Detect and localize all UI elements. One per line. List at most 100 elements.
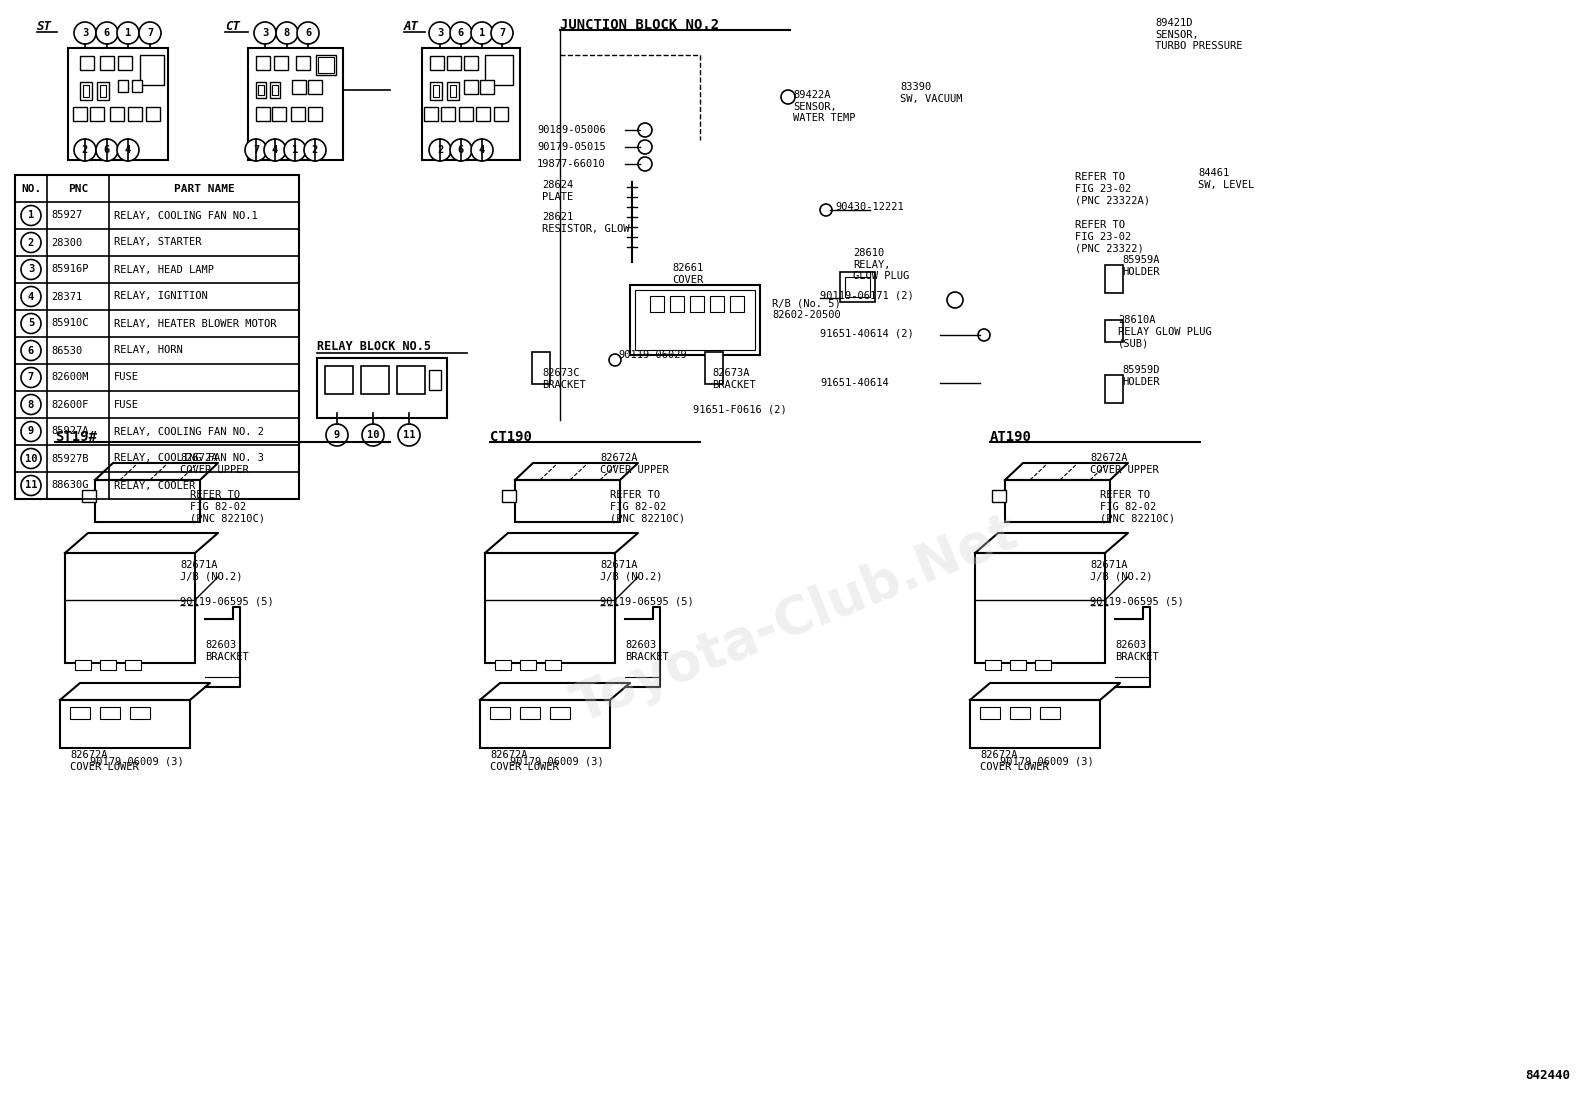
Bar xyxy=(458,107,473,121)
Text: 7: 7 xyxy=(146,27,153,38)
Circle shape xyxy=(326,424,349,446)
Text: 85910C: 85910C xyxy=(51,319,89,329)
Text: 82672A
COVER LOWER: 82672A COVER LOWER xyxy=(70,750,139,771)
Text: 7: 7 xyxy=(29,373,33,382)
Text: 89422A
SENSOR,
WATER TEMP: 89422A SENSOR, WATER TEMP xyxy=(793,90,855,123)
Bar xyxy=(68,48,169,160)
Bar xyxy=(532,352,549,384)
Bar xyxy=(296,56,310,70)
Text: 7: 7 xyxy=(498,27,505,38)
Bar xyxy=(272,85,279,95)
Circle shape xyxy=(21,448,41,468)
Text: 3: 3 xyxy=(81,27,88,38)
Text: Toyota-Club.Net: Toyota-Club.Net xyxy=(565,507,1027,733)
Text: 82672A
COVER UPPER: 82672A COVER UPPER xyxy=(180,453,248,475)
Text: 91651-F0616 (2): 91651-F0616 (2) xyxy=(693,406,786,415)
Text: 82672A
COVER UPPER: 82672A COVER UPPER xyxy=(600,453,669,475)
Text: 82672A
COVER UPPER: 82672A COVER UPPER xyxy=(1091,453,1159,475)
Bar xyxy=(992,490,1006,502)
Bar xyxy=(981,707,1000,719)
Text: 85927B: 85927B xyxy=(51,454,89,464)
Text: 10: 10 xyxy=(366,430,379,440)
Text: 86530: 86530 xyxy=(51,345,83,355)
Bar xyxy=(80,82,92,100)
Bar xyxy=(422,48,521,160)
Text: 90119-06595 (5): 90119-06595 (5) xyxy=(180,597,274,607)
Text: 82672A
COVER LOWER: 82672A COVER LOWER xyxy=(981,750,1049,771)
Bar xyxy=(1009,660,1025,670)
Text: 91651-40614: 91651-40614 xyxy=(820,378,888,388)
Text: 4: 4 xyxy=(479,145,486,155)
Bar xyxy=(481,700,610,748)
Text: 85927A: 85927A xyxy=(51,426,89,436)
Text: 91651-40614 (2): 91651-40614 (2) xyxy=(820,328,914,338)
Text: 5: 5 xyxy=(29,319,33,329)
Text: 6: 6 xyxy=(458,145,465,155)
Bar xyxy=(146,107,161,121)
Text: 28621
RESISTOR, GLOW: 28621 RESISTOR, GLOW xyxy=(541,212,629,234)
Text: 90179-06009 (3): 90179-06009 (3) xyxy=(509,757,603,767)
Circle shape xyxy=(398,424,420,446)
Bar xyxy=(430,82,443,100)
Text: REFER TO
FIG 23-02
(PNC 23322): REFER TO FIG 23-02 (PNC 23322) xyxy=(1075,220,1143,253)
Text: 4: 4 xyxy=(272,145,279,155)
Text: ST: ST xyxy=(37,20,53,33)
Text: FUSE: FUSE xyxy=(115,373,139,382)
Text: 2: 2 xyxy=(29,237,33,247)
Bar xyxy=(248,48,342,160)
Text: CT: CT xyxy=(224,20,240,33)
Bar xyxy=(317,358,447,418)
Text: 19877-66010: 19877-66010 xyxy=(537,159,605,169)
Bar xyxy=(447,56,462,70)
Bar xyxy=(841,271,876,302)
Bar xyxy=(291,107,306,121)
Text: 90430-12221: 90430-12221 xyxy=(834,202,904,212)
Text: PNC: PNC xyxy=(68,184,88,193)
Bar xyxy=(315,55,336,75)
Circle shape xyxy=(21,476,41,496)
Bar xyxy=(318,57,334,73)
Bar xyxy=(1035,660,1051,670)
Circle shape xyxy=(21,233,41,253)
Bar xyxy=(423,107,438,121)
Text: 85916P: 85916P xyxy=(51,265,89,275)
Bar xyxy=(490,707,509,719)
Bar xyxy=(731,296,743,312)
Bar xyxy=(974,553,1105,663)
Text: 1: 1 xyxy=(29,211,33,221)
Circle shape xyxy=(275,22,298,44)
Bar xyxy=(100,56,115,70)
Text: RELAY, COOLING FAN NO.1: RELAY, COOLING FAN NO.1 xyxy=(115,211,258,221)
Text: RELAY BLOCK NO.5: RELAY BLOCK NO.5 xyxy=(317,340,431,353)
Bar xyxy=(307,80,322,95)
Bar xyxy=(126,660,142,670)
Circle shape xyxy=(96,138,118,160)
Bar xyxy=(486,553,615,663)
Circle shape xyxy=(428,22,451,44)
Bar xyxy=(705,352,723,384)
Text: RELAY, STARTER: RELAY, STARTER xyxy=(115,237,202,247)
Bar xyxy=(549,707,570,719)
Text: 82671A
J/B (NO.2): 82671A J/B (NO.2) xyxy=(1091,560,1153,581)
Bar xyxy=(291,80,306,95)
Text: NO.: NO. xyxy=(21,184,41,193)
Circle shape xyxy=(471,138,494,160)
Bar xyxy=(91,107,103,121)
Circle shape xyxy=(820,204,833,217)
Text: 9: 9 xyxy=(334,430,341,440)
Text: RELAY, HEAD LAMP: RELAY, HEAD LAMP xyxy=(115,265,213,275)
Text: 89421D
SENSOR,
TURBO PRESSURE: 89421D SENSOR, TURBO PRESSURE xyxy=(1156,18,1242,52)
Text: 90189-05006: 90189-05006 xyxy=(537,125,605,135)
Bar xyxy=(100,660,116,670)
Text: 88630G: 88630G xyxy=(51,480,89,490)
Text: CT190: CT190 xyxy=(490,430,532,444)
Circle shape xyxy=(638,123,653,137)
Bar xyxy=(481,80,494,95)
Text: 4: 4 xyxy=(29,291,33,301)
Bar xyxy=(630,285,759,355)
Bar xyxy=(272,107,287,121)
Text: RELAY, COOLING FAN NO. 3: RELAY, COOLING FAN NO. 3 xyxy=(115,454,264,464)
Bar xyxy=(501,490,516,502)
Text: 90179-06009 (3): 90179-06009 (3) xyxy=(91,757,183,767)
Bar xyxy=(1105,375,1122,403)
